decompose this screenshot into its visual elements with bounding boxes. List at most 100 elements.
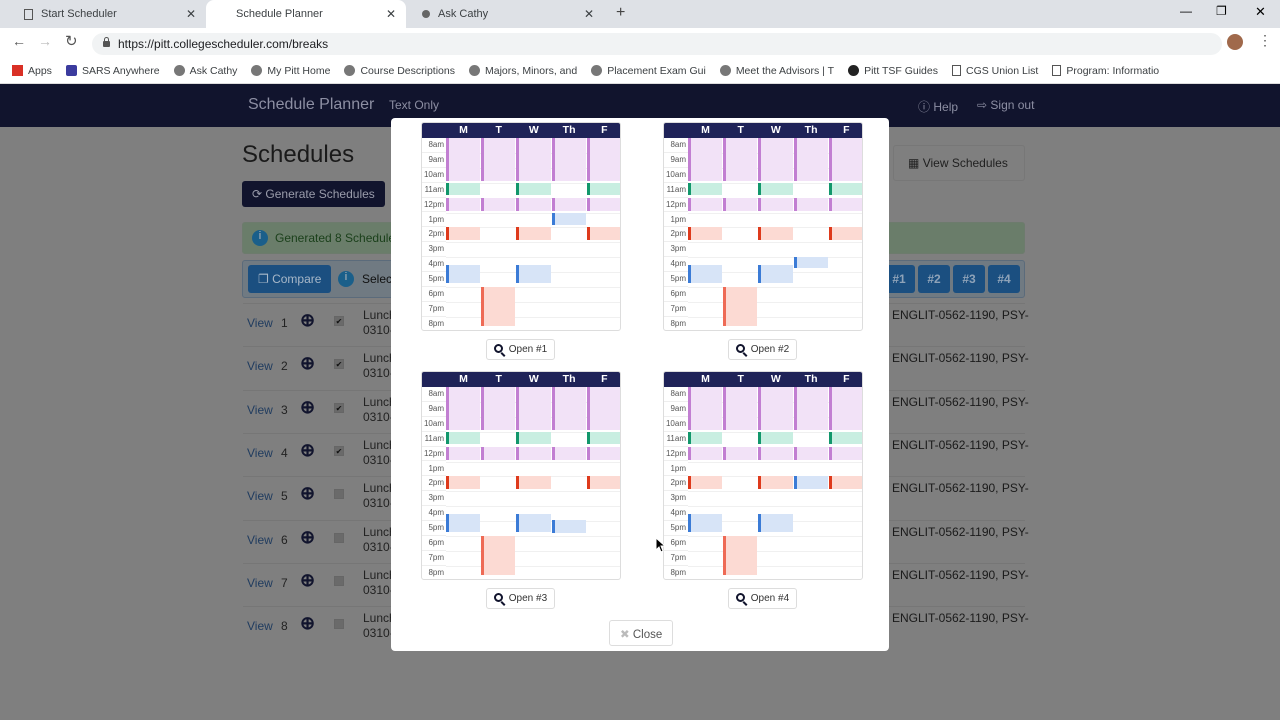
bookmark-my-pitt[interactable]: My Pitt Home bbox=[251, 64, 330, 77]
class-block[interactable] bbox=[688, 182, 723, 196]
class-block[interactable] bbox=[446, 227, 481, 241]
class-block[interactable] bbox=[758, 227, 793, 241]
compare-checkbox[interactable]: ✔ bbox=[334, 359, 344, 370]
bookmark-advisors[interactable]: Meet the Advisors | T bbox=[719, 64, 834, 77]
class-block[interactable] bbox=[688, 138, 723, 182]
class-block[interactable] bbox=[758, 264, 793, 283]
class-block[interactable] bbox=[688, 387, 723, 431]
zoom-in-icon[interactable]: ⊕ bbox=[300, 613, 316, 634]
view-link[interactable]: View bbox=[247, 619, 273, 634]
class-block[interactable] bbox=[446, 138, 481, 182]
class-block[interactable] bbox=[758, 138, 793, 182]
class-block[interactable] bbox=[723, 197, 758, 211]
minimize-icon[interactable]: — bbox=[1180, 4, 1192, 18]
class-block[interactable] bbox=[828, 476, 862, 490]
help-link[interactable]: ⓘ Help bbox=[918, 98, 958, 115]
class-block[interactable] bbox=[481, 536, 516, 575]
class-block[interactable] bbox=[516, 513, 551, 532]
view-link[interactable]: View bbox=[247, 445, 273, 460]
class-block[interactable] bbox=[516, 138, 551, 182]
bookmark-sars[interactable]: SARS Anywhere bbox=[65, 64, 160, 77]
open-schedule-3-button[interactable]: Open #3 bbox=[486, 588, 556, 609]
avatar[interactable] bbox=[1227, 34, 1243, 50]
class-block[interactable] bbox=[828, 446, 862, 460]
class-block[interactable] bbox=[446, 197, 481, 211]
class-block[interactable] bbox=[551, 138, 586, 182]
class-block[interactable] bbox=[723, 536, 758, 575]
open-schedule-4-button[interactable]: Open #4 bbox=[728, 588, 798, 609]
class-block[interactable] bbox=[723, 446, 758, 460]
class-block[interactable] bbox=[516, 197, 551, 211]
class-block[interactable] bbox=[828, 182, 862, 196]
class-block[interactable] bbox=[586, 387, 620, 431]
class-block[interactable] bbox=[551, 387, 586, 431]
class-block[interactable] bbox=[793, 138, 828, 182]
class-block[interactable] bbox=[446, 264, 481, 283]
class-block[interactable] bbox=[516, 446, 551, 460]
class-block[interactable] bbox=[516, 264, 551, 283]
bookmark-placement[interactable]: Placement Exam Gui bbox=[591, 64, 706, 77]
class-block[interactable] bbox=[758, 476, 793, 490]
compare-tab-3[interactable]: #3 bbox=[953, 265, 985, 293]
class-block[interactable] bbox=[586, 138, 620, 182]
class-block[interactable] bbox=[793, 197, 828, 211]
class-block[interactable] bbox=[688, 264, 723, 283]
reload-icon[interactable]: ↻ bbox=[65, 33, 78, 50]
bookmark-tsf[interactable]: Pitt TSF Guides bbox=[848, 64, 938, 77]
close-tab-icon[interactable]: ✕ bbox=[385, 7, 396, 21]
class-block[interactable] bbox=[688, 431, 723, 445]
class-block[interactable] bbox=[793, 476, 828, 490]
class-block[interactable] bbox=[828, 431, 862, 445]
tab-schedule-planner[interactable]: Schedule Planner ✕ bbox=[206, 0, 406, 28]
zoom-in-icon[interactable]: ⊕ bbox=[300, 310, 316, 330]
window-close-icon[interactable]: ✕ bbox=[1255, 4, 1266, 19]
class-block[interactable] bbox=[758, 182, 793, 196]
class-block[interactable] bbox=[551, 446, 586, 460]
class-block[interactable] bbox=[551, 212, 586, 226]
compare-tab-2[interactable]: #2 bbox=[918, 265, 950, 293]
zoom-in-icon[interactable]: ⊕ bbox=[300, 483, 316, 504]
view-schedules-button[interactable]: ▦ View Schedules bbox=[893, 145, 1025, 181]
compare-checkbox[interactable]: ✔ bbox=[334, 402, 344, 413]
class-block[interactable] bbox=[828, 227, 862, 241]
class-block[interactable] bbox=[688, 227, 723, 241]
class-block[interactable] bbox=[758, 446, 793, 460]
class-block[interactable] bbox=[516, 387, 551, 431]
class-block[interactable] bbox=[828, 197, 862, 211]
zoom-in-icon[interactable]: ⊕ bbox=[300, 396, 316, 417]
class-block[interactable] bbox=[446, 387, 481, 431]
class-block[interactable] bbox=[586, 182, 620, 196]
zoom-in-icon[interactable]: ⊕ bbox=[300, 569, 316, 590]
class-block[interactable] bbox=[446, 476, 481, 490]
class-block[interactable] bbox=[723, 387, 758, 431]
class-block[interactable] bbox=[586, 476, 620, 490]
class-block[interactable] bbox=[516, 227, 551, 241]
bookmark-majors[interactable]: Majors, Minors, and bbox=[468, 64, 577, 77]
class-block[interactable] bbox=[481, 387, 516, 431]
tab-start-scheduler[interactable]: Start Scheduler ✕ bbox=[8, 0, 206, 28]
zoom-in-icon[interactable]: ⊕ bbox=[300, 439, 316, 460]
close-tab-icon[interactable]: ✕ bbox=[185, 7, 196, 21]
class-block[interactable] bbox=[758, 387, 793, 431]
class-block[interactable] bbox=[586, 446, 620, 460]
compare-checkbox[interactable] bbox=[334, 619, 344, 630]
view-link[interactable]: View bbox=[247, 402, 273, 417]
class-block[interactable] bbox=[516, 182, 551, 196]
sign-out-link[interactable]: ⇨ Sign out bbox=[977, 98, 1034, 112]
url-input[interactable]: https://pitt.collegescheduler.com/breaks bbox=[92, 33, 1222, 55]
view-link[interactable]: View bbox=[247, 575, 273, 590]
open-schedule-2-button[interactable]: Open #2 bbox=[728, 339, 798, 360]
compare-checkbox[interactable] bbox=[334, 489, 344, 500]
compare-checkbox[interactable]: ✔ bbox=[334, 445, 344, 456]
bookmark-program[interactable]: Program: Informatio bbox=[1052, 64, 1159, 77]
compare-checkbox[interactable]: ✔ bbox=[334, 316, 344, 326]
class-block[interactable] bbox=[758, 431, 793, 445]
class-block[interactable] bbox=[586, 197, 620, 211]
class-block[interactable] bbox=[723, 138, 758, 182]
class-block[interactable] bbox=[551, 197, 586, 211]
class-block[interactable] bbox=[793, 446, 828, 460]
class-block[interactable] bbox=[481, 446, 516, 460]
class-block[interactable] bbox=[481, 287, 516, 326]
text-only-link[interactable]: Text Only bbox=[389, 98, 440, 112]
class-block[interactable] bbox=[758, 197, 793, 211]
